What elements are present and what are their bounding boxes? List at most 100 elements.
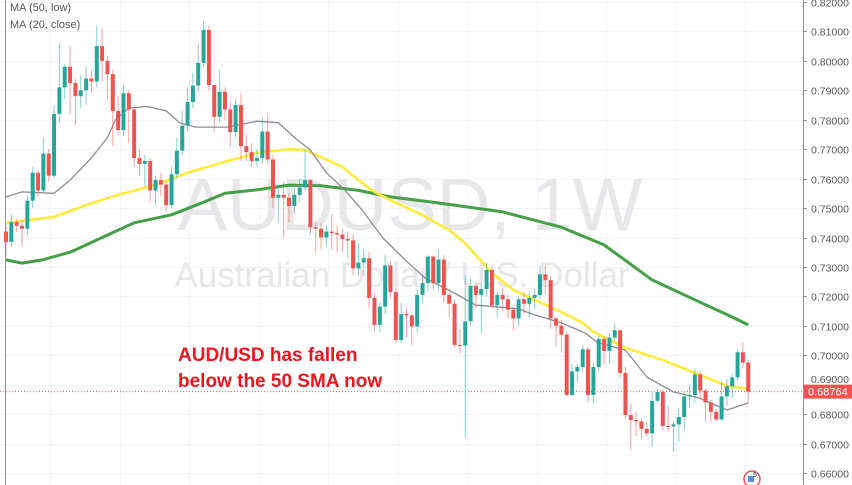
flag-marker-icon[interactable]: 5 [743,470,761,485]
candle-body [516,299,521,319]
candle [500,287,505,312]
candle [479,283,484,334]
candle [20,219,25,247]
candle-body [543,274,548,281]
candle-body [532,294,537,298]
candle-body [719,396,724,420]
candle-body [623,372,628,416]
candle-body [666,425,671,427]
candle-body [431,256,436,284]
candle-body [185,102,190,126]
candle-body [142,160,147,164]
candle-body [100,46,105,61]
candle [105,56,110,100]
candle [473,281,478,309]
candle [25,196,30,235]
legend-ma50[interactable]: MA (50, low) [10,2,72,14]
candle [36,169,41,197]
candle-body [73,82,78,97]
ma50-line [5,147,749,391]
candle [265,113,270,164]
candle [367,252,372,309]
candle-body [68,66,73,83]
candle [169,166,174,209]
candle [393,287,398,344]
candle-body [126,93,131,110]
candle-body [415,294,420,327]
axis-tick-label: 0.79000 [811,86,849,98]
candle-body [110,74,115,111]
candle-body [634,420,639,422]
candle [666,405,671,432]
candle [73,78,78,126]
candle [527,291,532,317]
axis-tick-label: 0.67000 [811,440,849,452]
candle-body [20,225,25,229]
axis-tick-label: 0.71000 [811,322,849,334]
candle [692,368,697,403]
candle-body [313,227,318,229]
candle-body [607,337,612,351]
candle-body [377,306,382,325]
legend-ma20[interactable]: MA (20, close) [10,19,81,31]
candle-body [206,29,211,86]
candle [158,172,163,197]
candle [89,69,94,94]
candle [516,296,521,326]
candle-body [335,233,340,235]
candle [452,299,457,348]
candle [319,222,324,250]
candle-body [425,256,430,284]
candle [132,105,137,167]
candle-body [586,349,591,395]
candle [110,69,115,147]
candle [570,364,575,397]
candle-body [249,152,254,161]
candle-body [612,330,617,338]
axis-tick-label: 0.73000 [811,263,849,275]
candle-body [660,392,665,426]
candle [447,291,452,317]
candle-body [420,283,425,295]
candle [489,265,494,309]
candle-body [308,180,313,228]
candle [564,331,569,397]
candle-body [46,153,51,176]
candle-body [169,174,174,206]
candle-body [271,159,275,198]
candle-body [692,374,697,395]
candle [233,99,238,138]
candle [287,193,292,223]
candle-body [447,294,452,304]
candle [644,421,649,437]
candle [698,371,703,398]
price-axis[interactable]: 0.82000 0.81000 0.80000 0.79000 0.78000 0.770… [803,0,849,481]
candle [399,302,404,344]
candle-body [484,269,489,290]
candle [52,105,57,179]
candle [116,96,121,135]
candle-body [676,417,681,425]
candle-body [655,392,660,401]
candle-body [698,374,703,391]
candle [436,249,441,291]
candle [703,389,708,422]
candle [271,155,275,209]
candle-body [276,194,281,198]
candle-body [14,222,19,226]
axis-tick-label: 0.77000 [811,145,849,157]
axis-tick-label: 0.82000 [811,0,849,10]
candle [655,389,660,403]
candle-body [570,371,575,395]
candle-body [527,297,532,304]
candle [714,409,719,422]
chart-annotation: AUD/USD has fallen below the 50 SMA now [178,343,382,395]
candle-body [596,339,601,368]
axis-tick-label: 0.74000 [811,234,849,246]
candle-body [265,131,270,160]
watermark-description: Australian Dollar / U.S. Dollar [174,256,629,295]
candle [639,418,644,440]
candle [543,265,548,295]
candle [153,175,158,206]
